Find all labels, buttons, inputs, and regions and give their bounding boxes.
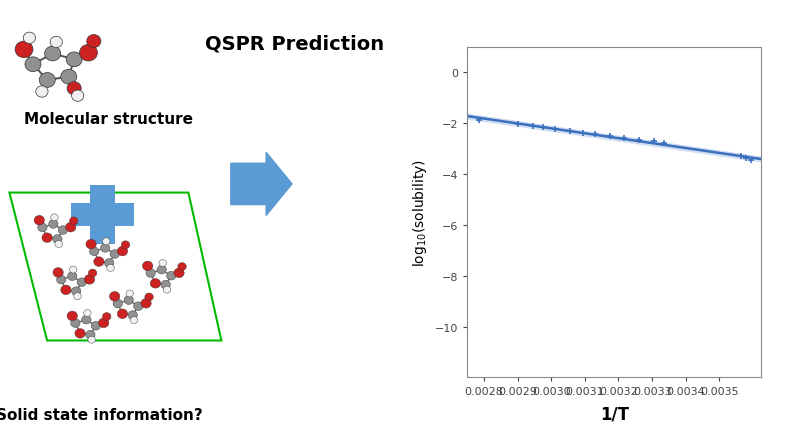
Circle shape [42, 233, 53, 243]
FancyBboxPatch shape [90, 186, 115, 244]
Circle shape [173, 269, 184, 278]
Circle shape [68, 272, 77, 281]
Circle shape [103, 313, 111, 321]
Circle shape [117, 247, 128, 256]
Circle shape [55, 241, 63, 248]
Circle shape [60, 286, 71, 295]
Circle shape [65, 223, 76, 233]
Circle shape [25, 58, 41, 72]
Circle shape [50, 214, 58, 221]
Circle shape [117, 309, 128, 319]
Circle shape [163, 286, 171, 293]
Circle shape [87, 36, 101, 49]
Circle shape [109, 292, 120, 302]
Circle shape [67, 82, 81, 95]
Circle shape [110, 250, 119, 259]
Circle shape [89, 270, 97, 277]
Circle shape [53, 235, 62, 244]
Circle shape [71, 91, 84, 102]
Circle shape [67, 312, 78, 321]
Circle shape [113, 299, 122, 308]
Circle shape [53, 268, 64, 278]
Circle shape [86, 331, 95, 339]
Circle shape [93, 257, 104, 267]
Circle shape [82, 316, 91, 324]
Y-axis label: log$_{10}$(solubility): log$_{10}$(solubility) [411, 159, 429, 266]
Circle shape [74, 293, 82, 300]
Circle shape [70, 217, 78, 225]
Circle shape [98, 319, 109, 328]
Circle shape [71, 319, 80, 328]
Circle shape [145, 293, 153, 301]
Text: QSPR Prediction: QSPR Prediction [205, 34, 384, 53]
Circle shape [57, 276, 66, 284]
Circle shape [141, 299, 152, 309]
Circle shape [83, 310, 91, 317]
FancyArrow shape [231, 153, 292, 216]
Circle shape [102, 238, 110, 245]
Circle shape [60, 70, 77, 85]
Text: Solid state information?: Solid state information? [0, 407, 203, 422]
Circle shape [86, 240, 97, 250]
Circle shape [58, 226, 68, 235]
Circle shape [50, 37, 62, 49]
Circle shape [24, 33, 35, 44]
Circle shape [38, 224, 47, 232]
Circle shape [122, 241, 130, 249]
Circle shape [88, 336, 96, 343]
Circle shape [91, 322, 100, 330]
Circle shape [107, 265, 115, 272]
Circle shape [130, 317, 138, 324]
Circle shape [133, 302, 143, 311]
Circle shape [84, 275, 95, 285]
Circle shape [124, 296, 133, 305]
Circle shape [126, 290, 133, 297]
Circle shape [166, 272, 176, 280]
Circle shape [49, 220, 58, 229]
Circle shape [104, 259, 114, 268]
Circle shape [69, 266, 77, 273]
Circle shape [159, 260, 166, 267]
Circle shape [128, 311, 137, 320]
FancyBboxPatch shape [71, 204, 134, 226]
Circle shape [15, 42, 33, 59]
Circle shape [146, 269, 155, 278]
Text: Molecular structure: Molecular structure [24, 112, 193, 127]
Circle shape [150, 279, 161, 289]
Circle shape [39, 73, 55, 88]
Circle shape [45, 47, 60, 62]
Circle shape [36, 87, 48, 98]
Circle shape [66, 53, 82, 68]
Circle shape [77, 278, 86, 287]
X-axis label: 1/T: 1/T [600, 405, 629, 423]
Circle shape [161, 281, 170, 289]
Circle shape [178, 263, 186, 271]
Circle shape [100, 244, 110, 253]
Circle shape [71, 287, 81, 296]
Circle shape [75, 329, 86, 339]
Circle shape [79, 45, 97, 62]
Circle shape [34, 216, 45, 226]
Circle shape [142, 262, 153, 271]
Circle shape [157, 266, 166, 274]
Circle shape [89, 247, 99, 256]
